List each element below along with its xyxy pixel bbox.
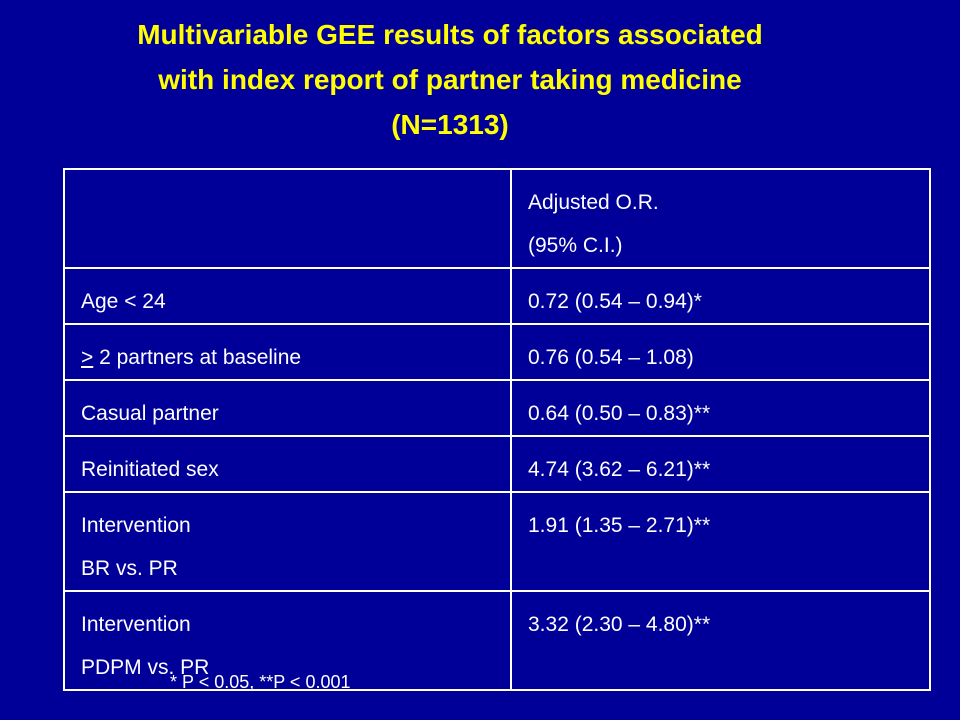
- results-table: Adjusted O.R. (95% C.I.) Age < 24 0.72 (0.5…: [63, 168, 931, 691]
- odds-ratio: 1.91 (1.35 – 2.71)**: [528, 514, 711, 537]
- row-label-cell: > 2 partners at baseline: [63, 323, 512, 381]
- row-label-cell: Intervention BR vs. PR: [63, 491, 512, 592]
- row-label-cell: Reinitiated sex: [63, 435, 512, 493]
- odds-ratio: 0.64 (0.50 – 0.83)**: [528, 402, 711, 425]
- header-line: Adjusted O.R.: [528, 191, 659, 214]
- value-cell: 4.74 (3.62 – 6.21)**: [510, 435, 931, 493]
- row-label: > 2 partners at baseline: [81, 346, 302, 369]
- table-row: Casual partner 0.64 (0.50 – 0.83)**: [63, 379, 931, 437]
- table-row: > 2 partners at baseline 0.76 (0.54 – 1.0…: [63, 323, 931, 381]
- value-cell: 0.76 (0.54 – 1.08): [510, 323, 931, 381]
- footnote: * P < 0.05, **P < 0.001: [170, 672, 351, 692]
- slide-title: Multivariable GEE results of factors ass…: [0, 12, 900, 147]
- header-line: (95% C.I.): [528, 234, 623, 257]
- row-label-cell: Intervention PDPM vs. PR: [63, 590, 512, 691]
- row-label: BR vs. PR: [81, 557, 178, 580]
- row-label: Reinitiated sex: [81, 458, 219, 481]
- odds-ratio: 3.32 (2.30 – 4.80)**: [528, 613, 711, 636]
- odds-ratio: 4.74 (3.62 – 6.21)**: [528, 458, 711, 481]
- value-cell: 1.91 (1.35 – 2.71)**: [510, 491, 931, 592]
- row-label-cell: Age < 24: [63, 267, 512, 325]
- table-row: Intervention BR vs. PR 1.91 (1.35 – 2.71)*…: [63, 491, 931, 592]
- row-label: PDPM vs. PR: [81, 656, 210, 679]
- row-label: Age < 24: [81, 290, 166, 313]
- row-label-cell: Casual partner: [63, 379, 512, 437]
- odds-ratio: 0.76 (0.54 – 1.08): [528, 346, 694, 369]
- row-label: Intervention: [81, 514, 191, 537]
- value-cell: 3.32 (2.30 – 4.80)**: [510, 590, 931, 691]
- row-label: Casual partner: [81, 402, 219, 425]
- table-row: Reinitiated sex 4.74 (3.62 – 6.21)**: [63, 435, 931, 493]
- title-line: with index report of partner taking medi…: [158, 64, 742, 95]
- table-row: Age < 24 0.72 (0.54 – 0.94)*: [63, 267, 931, 325]
- header-cell: [63, 168, 512, 269]
- title-line: Multivariable GEE results of factors ass…: [137, 19, 763, 50]
- title-line: (N=1313): [391, 109, 509, 140]
- value-cell: 0.72 (0.54 – 0.94)*: [510, 267, 931, 325]
- value-cell: 0.64 (0.50 – 0.83)**: [510, 379, 931, 437]
- table-row: Intervention PDPM vs. PR 3.32 (2.30 – 4.80…: [63, 590, 931, 691]
- odds-ratio: 0.72 (0.54 – 0.94)*: [528, 290, 702, 313]
- header-row: Adjusted O.R. (95% C.I.): [63, 168, 931, 269]
- header-cell: Adjusted O.R. (95% C.I.): [510, 168, 931, 269]
- row-label: Intervention: [81, 613, 191, 636]
